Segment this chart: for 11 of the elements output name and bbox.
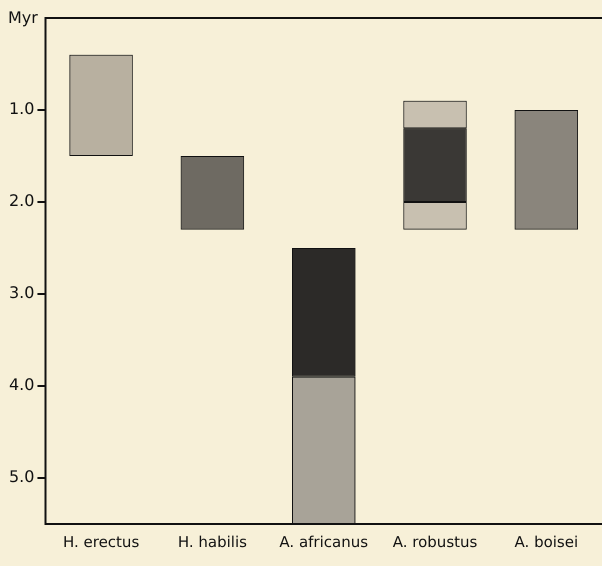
y-axis-title: Myr xyxy=(8,8,38,27)
y-tick-label: 5.0 xyxy=(8,467,34,486)
x-tick-label: A. boisei xyxy=(514,532,578,551)
x-tick-label: H. erectus xyxy=(62,532,140,551)
y-tick-label: 2.0 xyxy=(8,191,34,210)
y-tick-label: 4.0 xyxy=(8,375,34,394)
x-tick-label: A. africanus xyxy=(279,532,368,551)
x-tick-label: A. robustus xyxy=(392,532,478,551)
y-tick-label: 1.0 xyxy=(8,99,34,118)
x-tick-label: H. habilis xyxy=(178,532,248,551)
y-tick-label: 3.0 xyxy=(8,283,34,302)
